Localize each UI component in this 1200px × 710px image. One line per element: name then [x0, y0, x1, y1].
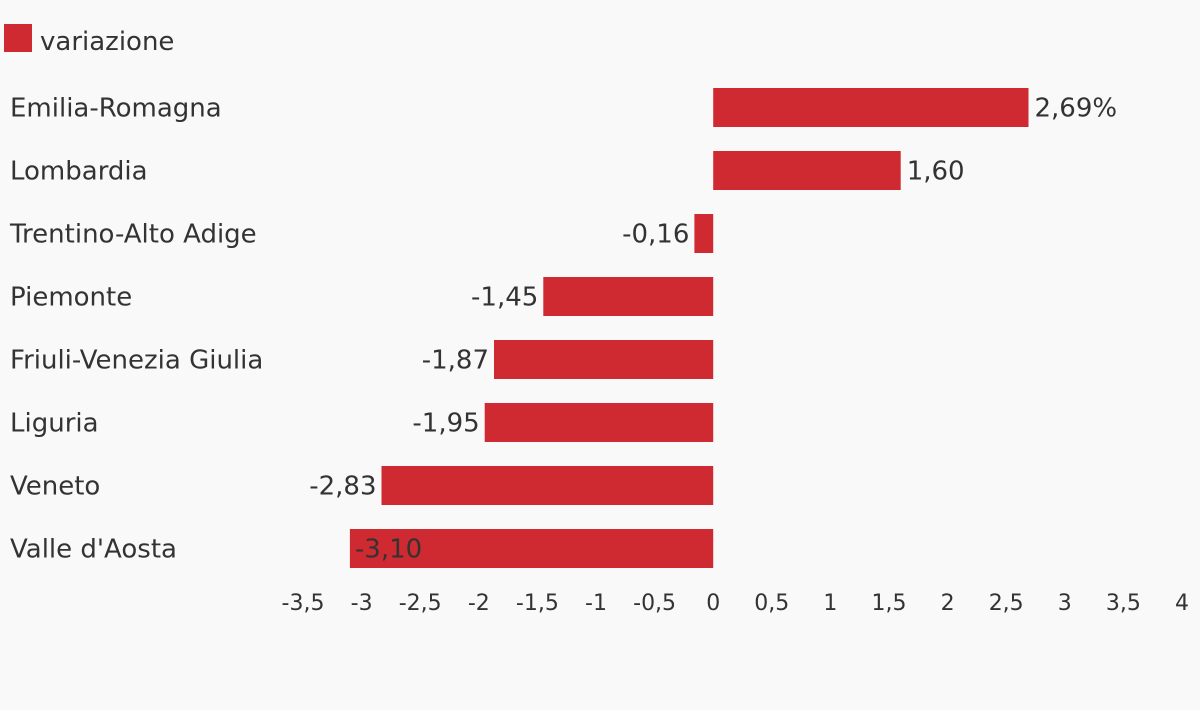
x-tick-label: 1	[823, 591, 837, 616]
data-label: -2,83	[309, 472, 376, 502]
legend: variazione	[4, 24, 174, 57]
category-labels: Emilia-Romagna Lombardia Trentino-Alto Adi…	[9, 94, 263, 565]
x-tick-label: 4	[1175, 591, 1189, 616]
data-label: -0,16	[622, 220, 689, 250]
x-tick-label: 3,5	[1106, 591, 1141, 616]
legend-label: variazione	[40, 27, 174, 57]
category-label: Trentino-Alto Adige	[9, 220, 257, 250]
x-tick-label: 2,5	[989, 591, 1024, 616]
category-label: Emilia-Romagna	[10, 94, 222, 124]
legend-swatch	[4, 24, 32, 52]
data-label: -1,45	[471, 283, 538, 313]
bar	[713, 88, 1029, 127]
data-label: -1,87	[422, 346, 489, 376]
category-label: Liguria	[10, 409, 99, 439]
category-label: Veneto	[10, 472, 100, 502]
category-label: Valle d'Aosta	[10, 535, 177, 565]
category-label: Piemonte	[10, 283, 132, 313]
data-labels: 2,69% 1,60 -0,16 -1,45 -1,87 -1,95 -2,83 -3,10	[309, 94, 1117, 565]
bar	[494, 340, 714, 379]
bar	[694, 214, 714, 253]
data-label: 2,69%	[1035, 94, 1118, 124]
bar	[349, 529, 714, 568]
data-label: 1,60	[907, 157, 965, 187]
bar	[484, 403, 714, 442]
bar	[381, 466, 714, 505]
x-tick-label: 0,5	[754, 591, 789, 616]
x-tick-label: -3,5	[282, 591, 325, 616]
category-label: Friuli-Venezia Giulia	[10, 346, 263, 376]
x-tick-label: 3	[1058, 591, 1072, 616]
bar	[543, 277, 714, 316]
x-tick-label: -1	[585, 591, 607, 616]
x-tick-label: -1,5	[516, 591, 559, 616]
x-tick-label: 2	[941, 591, 955, 616]
bar	[713, 151, 901, 190]
x-tick-label: -2,5	[399, 591, 442, 616]
data-label: -3,10	[355, 535, 422, 565]
bars	[349, 88, 1029, 568]
x-axis-ticks: -3,5 -3 -2,5 -2 -1,5 -1 -0,5 0 0,5 1 1,5 2 2,5 3 3,5 4	[282, 591, 1189, 616]
category-label: Lombardia	[10, 157, 148, 187]
x-tick-label: 1,5	[872, 591, 907, 616]
x-tick-label: -0,5	[633, 591, 676, 616]
x-tick-label: -3	[351, 591, 373, 616]
data-label: -1,95	[412, 409, 479, 439]
x-tick-label: -2	[468, 591, 490, 616]
x-tick-label: 0	[706, 591, 720, 616]
